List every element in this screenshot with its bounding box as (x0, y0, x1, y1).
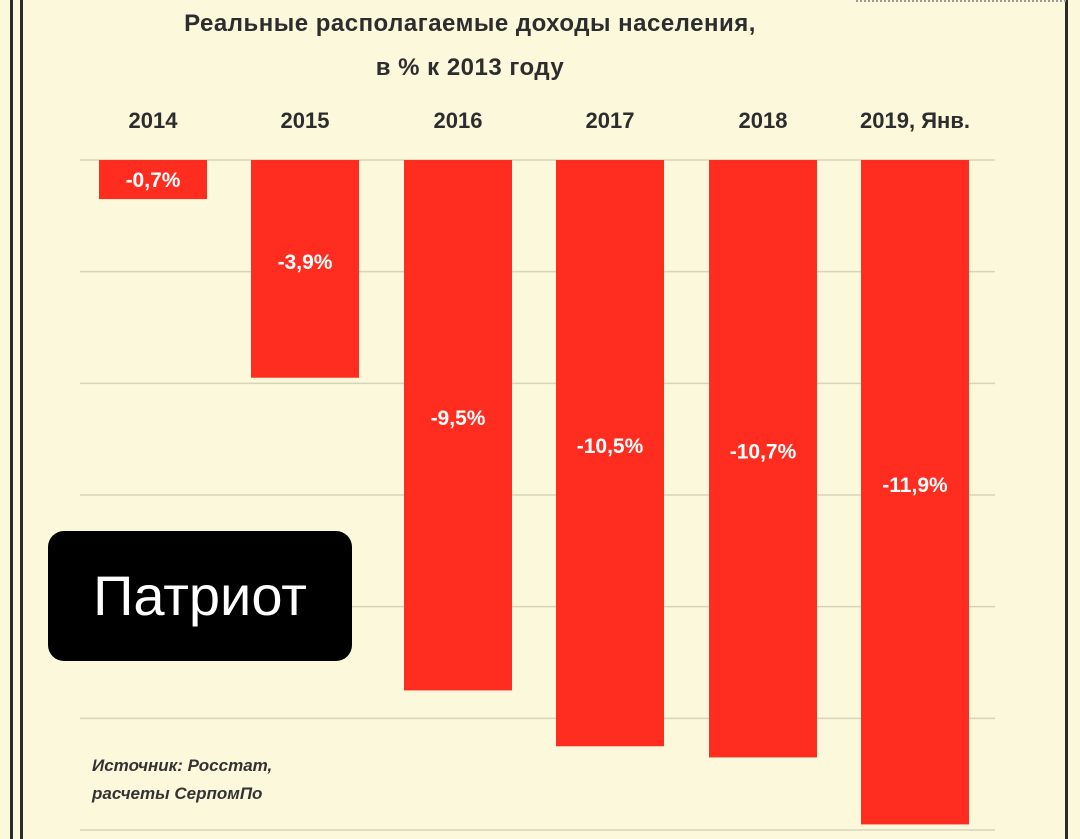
bar (99, 160, 207, 200)
x-tick-label: 2018 (738, 108, 788, 133)
left-frame-line (10, 0, 13, 839)
source-line-1: Источник: Росстат, (92, 756, 273, 775)
bar (861, 160, 969, 825)
bar-value-label: -10,7% (730, 441, 797, 464)
chart-title: Реальные располагаемые доходы населения, (184, 10, 756, 37)
bar-value-label: -11,9% (882, 474, 948, 497)
watermark-badge: Патриот (48, 531, 352, 661)
bar (709, 160, 817, 758)
left-frame-line-inner (20, 0, 23, 839)
x-tick-label: 2017 (585, 108, 635, 133)
bar-value-label: -10,5% (577, 435, 644, 458)
bar (251, 160, 359, 378)
x-tick-label: 2015 (280, 108, 330, 133)
source-note: Источник: Росстат, расчеты СерпомПо (92, 752, 272, 808)
bar-value-label: -3,9% (278, 251, 333, 274)
chart-subtitle: в % к 2013 году (375, 54, 565, 81)
x-tick-label: 2014 (128, 108, 178, 133)
bar (404, 160, 512, 691)
bar-value-label: -9,5% (431, 407, 486, 430)
bar (556, 160, 664, 747)
right-frame-line (1065, 0, 1068, 839)
x-tick-label: 2016 (433, 108, 483, 133)
top-dotted-decoration (856, 0, 1066, 4)
bar-value-label: -0,7% (126, 169, 181, 192)
x-tick-label: 2019, Янв. (860, 108, 970, 133)
source-line-2: расчеты СерпомПо (92, 784, 263, 803)
